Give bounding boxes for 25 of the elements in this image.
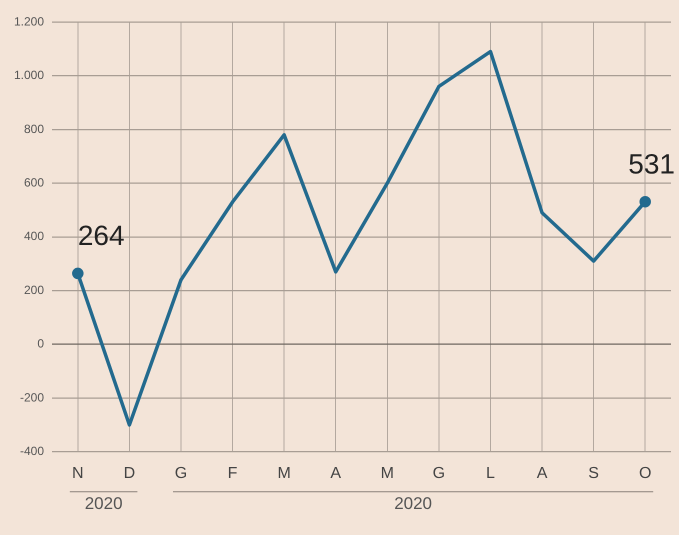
x-tick-label: N — [72, 464, 84, 482]
data-label: 531 — [628, 148, 675, 180]
text: 2020 — [84, 494, 123, 513]
y-tick-label: 600 — [24, 175, 44, 190]
x-tick-label: F — [228, 464, 238, 482]
x-tick-label: D — [124, 464, 136, 482]
x-tick-label: M — [277, 464, 291, 482]
y-tick-label: 0 — [37, 336, 44, 351]
y-tick-label: 400 — [24, 229, 44, 244]
y-tick-label: -200 — [20, 390, 44, 404]
x-tick-label: M — [380, 464, 394, 482]
data-label: 264 — [78, 220, 125, 252]
x-tick-label: L — [486, 464, 496, 482]
y-tick-label: 200 — [24, 282, 44, 297]
x-tick-label: G — [174, 464, 188, 482]
x-tick-label: A — [536, 464, 548, 482]
x-tick-label: G — [432, 464, 446, 482]
x-tick-label: O — [638, 464, 652, 482]
y-tick-label: 800 — [24, 122, 44, 136]
y-tick-label: 1.000 — [14, 68, 44, 82]
text: 2020 — [394, 494, 432, 513]
x-tick-label: A — [330, 464, 342, 482]
y-tick-label: -400 — [20, 444, 44, 458]
x-tick-label: S — [588, 464, 599, 482]
y-tick-label: 1.200 — [14, 14, 44, 28]
